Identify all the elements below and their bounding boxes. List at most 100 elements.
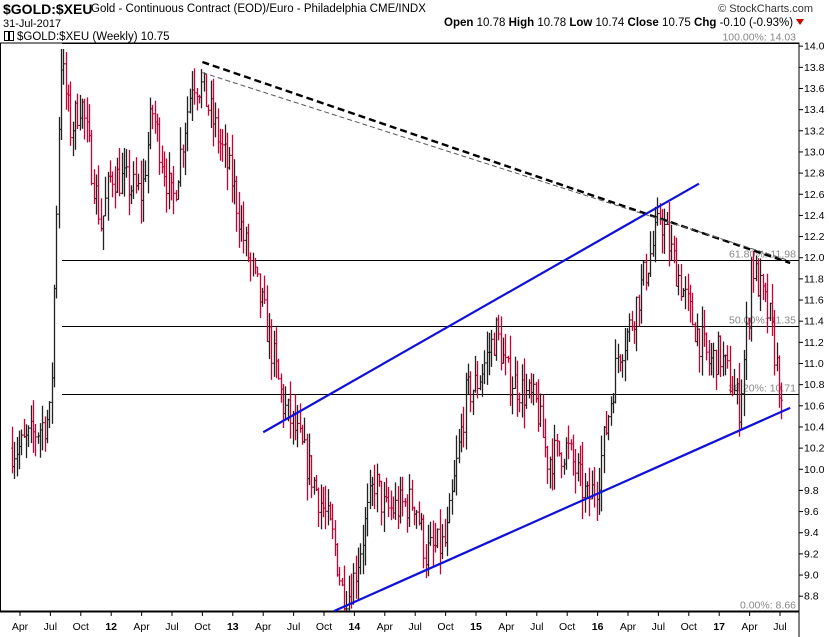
price-bar — [179, 127, 182, 187]
price-bar — [560, 452, 563, 479]
price-bar — [539, 393, 542, 427]
price-bar — [635, 296, 638, 352]
price-bar — [684, 276, 687, 310]
price-bar — [158, 117, 161, 175]
price-bar — [34, 423, 37, 457]
trendline[interactable] — [262, 182, 700, 434]
price-bar — [726, 345, 729, 369]
price-bar — [656, 197, 659, 226]
price-bar — [546, 445, 549, 484]
price-bar — [483, 350, 486, 385]
price-bar — [719, 335, 722, 378]
price-bar — [759, 258, 762, 312]
price-bar — [137, 173, 140, 191]
y-tick-label: 12.2 — [804, 231, 825, 243]
fib-label: 0.00%: 8.66 — [740, 600, 796, 612]
plot-area[interactable] — [0, 42, 800, 612]
price-bar — [677, 264, 680, 296]
price-bar — [76, 93, 79, 130]
x-tick-label: 15 — [470, 621, 482, 633]
price-bar — [607, 414, 610, 441]
price-bar — [436, 528, 439, 549]
close-label: Close — [627, 17, 659, 29]
price-bar — [504, 333, 507, 376]
price-bar — [670, 224, 673, 261]
x-tick-label: Apr — [377, 621, 394, 633]
x-tick-label: Jul — [652, 621, 665, 633]
y-tick-label: 9.4 — [804, 527, 819, 539]
price-bar — [574, 449, 577, 494]
x-tick-label: Apr — [12, 621, 29, 633]
y-tick-label: 11.8 — [804, 273, 824, 285]
x-tick-label: 13 — [227, 621, 239, 633]
fib-label: 50.00%: 11.35 — [729, 315, 796, 327]
y-tick-label: 9.8 — [804, 485, 819, 497]
x-tick-label: Oct — [194, 621, 210, 633]
y-tick-label: 13.8 — [804, 62, 825, 74]
price-bar — [740, 379, 743, 431]
y-tick-label: 10.8 — [804, 379, 825, 391]
ohlc-bar-legend-icon — [4, 31, 14, 41]
price-bar — [284, 386, 287, 420]
price-bar — [429, 521, 432, 546]
y-tick-label: 9.6 — [804, 506, 819, 518]
price-bar — [20, 429, 23, 456]
trendline[interactable] — [333, 406, 791, 613]
y-tick-label: 10.2 — [804, 443, 825, 455]
price-bar — [621, 354, 624, 378]
y-tick-label: 12.4 — [804, 210, 825, 222]
price-bar — [628, 313, 631, 343]
price-bar — [331, 503, 334, 540]
chg-label: Chg — [694, 17, 717, 29]
price-bar — [270, 319, 273, 380]
price-bar — [780, 382, 783, 420]
x-tick-label: Apr — [498, 621, 515, 633]
symbol-description: Gold - Continuous Contract (EOD)/Euro - … — [91, 3, 426, 15]
stockcharts-brand[interactable]: © StockCharts.com — [718, 3, 813, 15]
fib-label: 61.80%: 11.98 — [729, 249, 796, 261]
price-bar — [511, 376, 514, 415]
x-tick-label: Jul — [773, 621, 786, 633]
price-bar — [518, 392, 521, 413]
price-bar — [373, 464, 376, 510]
price-bar — [345, 591, 348, 611]
low-label: Low — [569, 17, 593, 29]
y-tick-label: 13.6 — [804, 83, 825, 95]
high-value: 10.78 — [537, 17, 567, 29]
y-tick-label: 11.2 — [804, 337, 824, 349]
trendline[interactable] — [202, 72, 791, 262]
x-tick-label: Apr — [620, 621, 637, 633]
price-bar — [469, 371, 472, 413]
x-tick-label: Jul — [530, 621, 543, 633]
open-label: Open — [444, 17, 474, 29]
price-bar — [408, 474, 411, 528]
price-bar — [324, 485, 327, 530]
price-bar — [567, 425, 570, 460]
y-tick-label: 11.0 — [804, 358, 824, 370]
price-bar — [132, 161, 135, 199]
price-bar — [581, 442, 584, 520]
price-bar — [214, 102, 217, 138]
price-bar — [691, 292, 694, 326]
y-tick-label: 11.6 — [804, 295, 824, 307]
price-bar — [462, 406, 465, 448]
price-bar — [553, 424, 556, 490]
price-bar — [303, 417, 306, 444]
price-bar — [144, 160, 147, 183]
high-label: High — [508, 17, 535, 29]
price-bar — [104, 176, 107, 217]
price-bar — [13, 441, 16, 480]
chart-header: $GOLD:$XEU Gold - Continuous Contract (E… — [0, 0, 829, 43]
ohlc-readout: Open 10.78 High 10.78 Low 10.74 Close 10… — [444, 17, 805, 29]
price-bar — [752, 251, 755, 293]
y-tick-label: 11.4 — [804, 316, 824, 328]
y-tick-label: 9.0 — [804, 570, 819, 582]
price-bar — [317, 487, 320, 528]
price-bar — [235, 175, 238, 232]
x-tick-label: Jul — [408, 621, 421, 633]
price-bar — [69, 81, 72, 146]
fib-label: 38.20%: 10.71 — [728, 383, 796, 395]
price-bar — [366, 483, 369, 537]
price-bar — [588, 467, 591, 517]
